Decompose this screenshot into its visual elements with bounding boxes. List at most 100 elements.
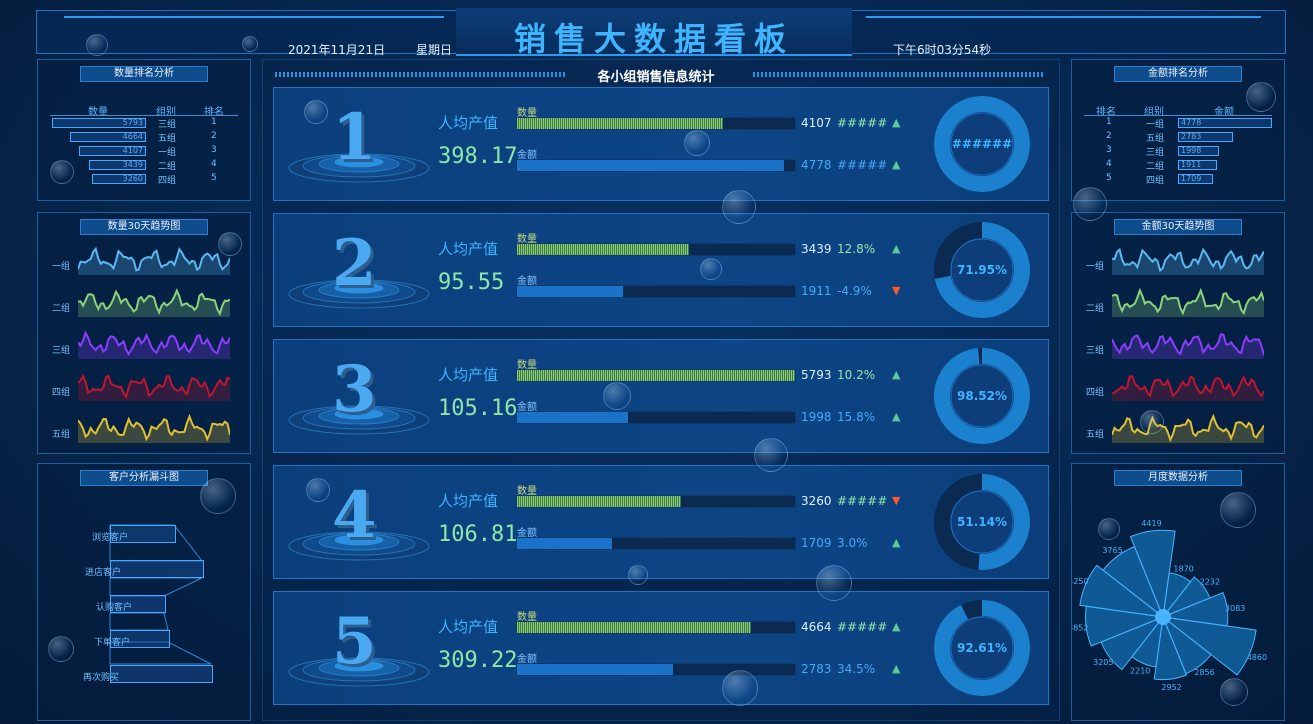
bubble-decoration	[306, 478, 330, 502]
count-trend-sparkline	[77, 371, 231, 401]
rank-number: 5	[332, 604, 377, 679]
trend-up-icon: ▲	[892, 242, 901, 255]
completion-donut: ######	[930, 92, 1034, 196]
bubble-decoration	[242, 36, 258, 52]
qty-progress-fill	[517, 244, 690, 255]
count-trend-title: 数量30天趋势图	[80, 219, 208, 235]
rose-label: 4419	[1141, 519, 1161, 528]
trend-down-icon: ▼	[892, 494, 901, 507]
amount-rank-rank: 2	[1106, 131, 1112, 141]
trend-up-icon: ▲	[892, 368, 901, 381]
amount-progress-fill	[517, 286, 623, 297]
amount-rank-title: 金额排名分析	[1114, 66, 1242, 82]
amount-trend-sparkline	[1111, 287, 1265, 317]
bubble-decoration	[50, 160, 74, 184]
count-trend-label: 四组	[52, 388, 71, 398]
funnel-stage-5: 再次购买	[83, 673, 120, 683]
rank-number: 3	[332, 352, 377, 427]
count-trend-sparkline	[77, 329, 231, 359]
qty-progress-bar	[516, 117, 796, 130]
qty-label: 数量	[517, 486, 537, 497]
rank-number: 1	[332, 100, 377, 175]
count-rank-group: 一组	[158, 148, 177, 158]
rank-number: 2	[332, 226, 377, 301]
amount-rank-bar: 4778	[1178, 118, 1272, 128]
amount-value: 4778	[801, 158, 832, 172]
header-weekday: 星期日	[416, 43, 453, 57]
bubble-decoration	[1220, 678, 1248, 706]
count-rank-group: 二组	[158, 162, 177, 172]
completion-donut: 98.52%	[930, 344, 1034, 448]
amount-rank-group: 五组	[1146, 134, 1165, 144]
amount-rank-rank: 4	[1106, 159, 1112, 169]
qty-progress-fill	[517, 496, 682, 507]
funnel-stage-4: 下单客户	[94, 638, 131, 648]
trend-down-icon: ▼	[892, 284, 901, 297]
amount-label: 金额	[517, 150, 537, 161]
count-rank-divider	[50, 115, 238, 116]
amount-rank-rank: 1	[1106, 117, 1112, 127]
amount-rank-bar: 2783	[1178, 132, 1233, 142]
bubble-decoration	[603, 382, 631, 410]
donut-percent: ######	[952, 137, 1012, 151]
amount-trend-panel: 金额30天趋势图 一组 二组 三组 四组 五组	[1071, 212, 1285, 454]
amount-progress-bar	[516, 663, 796, 676]
monthly-rose-chart: 4419 1870 2232 3083 4860 2856 2952 2210 3205 3852…	[1072, 519, 1267, 692]
amount-label: 金额	[517, 528, 537, 539]
bubble-decoration	[1140, 410, 1164, 434]
qty-label: 数量	[517, 360, 537, 371]
amount-value: 1911	[801, 284, 832, 298]
funnel-title: 客户分析漏斗图	[80, 470, 208, 486]
per-capita-label: 人均产值	[438, 366, 499, 384]
count-rank-value: 4664	[122, 132, 143, 141]
trend-up-icon: ▲	[892, 536, 901, 549]
amount-rank-bar: 1709	[1178, 174, 1213, 184]
pedestal-graphic	[284, 272, 434, 312]
rose-segment	[1161, 616, 1257, 676]
per-capita-label: 人均产值	[438, 492, 499, 510]
amount-progress-fill	[517, 538, 612, 549]
amount-label: 金额	[517, 402, 537, 413]
completion-donut: 71.95%	[930, 218, 1034, 322]
group-row: 3 人均产值 105.16 数量 5793 10.2% ▲ 金额 1998 15.8% ▲ 98.52…	[273, 339, 1049, 453]
amount-value: 2783	[801, 662, 832, 676]
bubble-decoration	[628, 565, 648, 585]
qty-change: 12.8%	[837, 242, 876, 256]
header-right-line	[866, 16, 1261, 18]
amount-rank-header-group: 组别	[1144, 107, 1164, 118]
amount-rank-panel: 金额排名分析 排名 组别 金额 1 一组 4778 2 五组 2783 3 三组 1998 4 二组…	[1071, 59, 1285, 201]
amount-trend-sparkline	[1111, 371, 1265, 401]
center-title: 各小组销售信息统计	[597, 70, 715, 85]
bubble-decoration	[1073, 187, 1107, 221]
page-title: 销售大数据看板	[513, 20, 794, 58]
qty-progress-fill	[517, 622, 751, 633]
amount-trend-label: 三组	[1086, 346, 1105, 356]
amount-rank-group: 三组	[1146, 148, 1165, 158]
rose-segment	[1129, 529, 1176, 619]
amount-trend-label: 四组	[1086, 388, 1105, 398]
amount-rank-bar: 1998	[1178, 146, 1219, 156]
per-capita-label: 人均产值	[438, 618, 499, 636]
rose-label: 2210	[1130, 667, 1150, 676]
trend-up-icon: ▲	[892, 410, 901, 423]
qty-progress-fill	[517, 370, 795, 381]
count-rank-group: 四组	[158, 176, 177, 186]
amount-rank-rank: 5	[1106, 173, 1112, 183]
amount-change: 15.8%	[837, 410, 876, 424]
count-rank-value: 4107	[122, 146, 143, 155]
per-capita-value: 398.17	[438, 144, 518, 169]
count-rank-bar: 4664	[70, 132, 146, 142]
donut-percent: 98.52%	[957, 389, 1007, 403]
amount-rank-value: 1998	[1181, 146, 1202, 155]
rose-label: 3083	[1225, 604, 1245, 613]
funnel-stage-3: 认购客户	[96, 603, 133, 613]
bubble-decoration	[304, 100, 328, 124]
qty-change: #####	[837, 494, 888, 508]
amount-trend-title: 金额30天趋势图	[1114, 219, 1242, 235]
trend-up-icon: ▲	[892, 116, 901, 129]
bubble-decoration	[218, 232, 242, 256]
header-date: 2021年11月21日	[288, 43, 386, 57]
count-trend-label: 一组	[52, 262, 71, 272]
amount-rank-value: 4778	[1181, 118, 1202, 127]
qty-change: #####	[837, 116, 888, 130]
